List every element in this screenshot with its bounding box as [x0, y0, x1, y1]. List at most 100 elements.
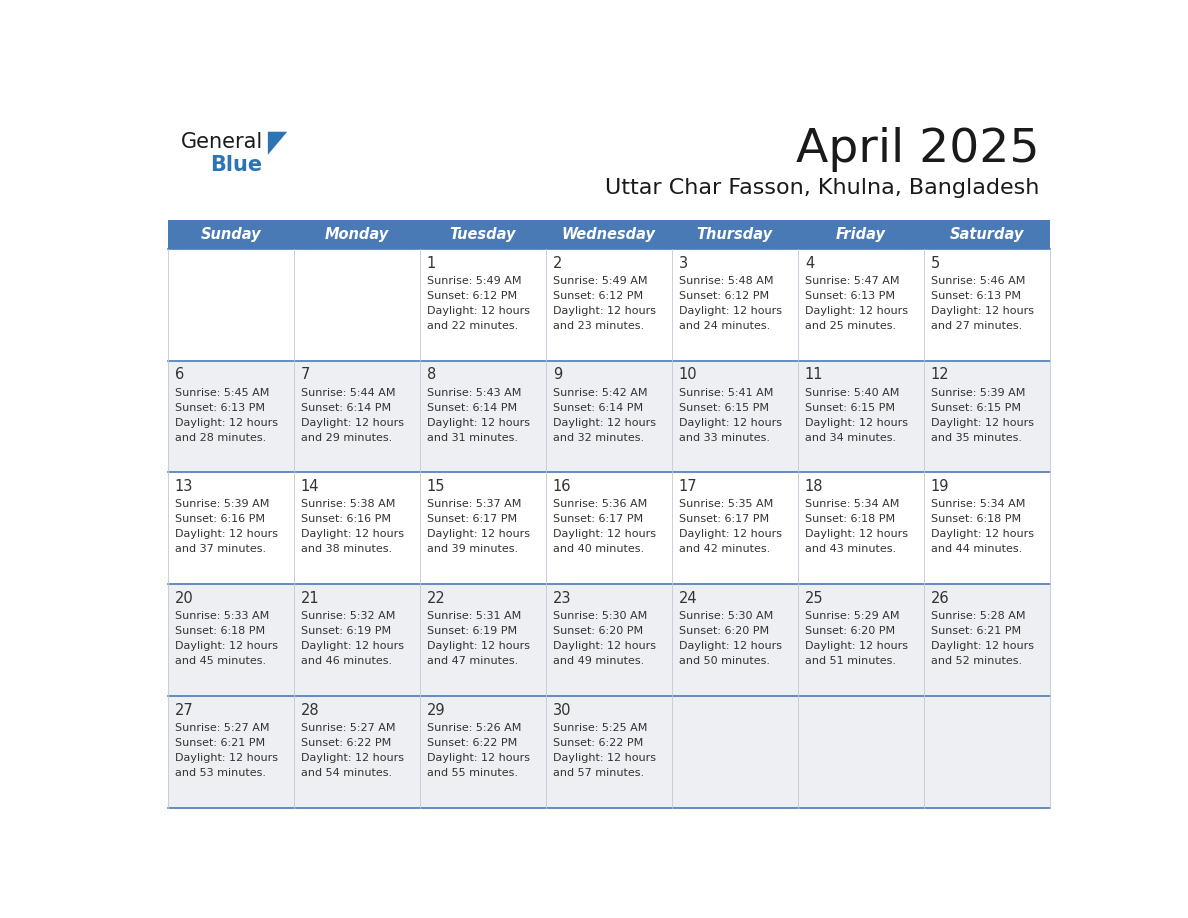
Text: Daylight: 12 hours: Daylight: 12 hours [301, 753, 404, 763]
Text: Daylight: 12 hours: Daylight: 12 hours [552, 306, 656, 316]
Text: Sunrise: 5:26 AM: Sunrise: 5:26 AM [426, 723, 522, 733]
Text: 8: 8 [426, 367, 436, 383]
Text: Monday: Monday [324, 227, 388, 241]
Text: Sunrise: 5:34 AM: Sunrise: 5:34 AM [931, 499, 1025, 509]
Text: Sunset: 6:14 PM: Sunset: 6:14 PM [301, 402, 391, 412]
Text: Sunset: 6:13 PM: Sunset: 6:13 PM [931, 291, 1020, 301]
Text: Sunrise: 5:46 AM: Sunrise: 5:46 AM [931, 275, 1025, 285]
Text: and 25 minutes.: and 25 minutes. [804, 320, 896, 330]
Text: 2: 2 [552, 256, 562, 271]
Text: and 50 minutes.: and 50 minutes. [678, 656, 770, 666]
Text: Sunrise: 5:40 AM: Sunrise: 5:40 AM [804, 387, 899, 397]
Text: Daylight: 12 hours: Daylight: 12 hours [175, 418, 278, 428]
Text: 22: 22 [426, 591, 446, 606]
Text: Sunrise: 5:36 AM: Sunrise: 5:36 AM [552, 499, 647, 509]
Text: and 53 minutes.: and 53 minutes. [175, 768, 266, 778]
Text: 6: 6 [175, 367, 184, 383]
Text: Daylight: 12 hours: Daylight: 12 hours [426, 306, 530, 316]
Text: Sunrise: 5:32 AM: Sunrise: 5:32 AM [301, 611, 396, 621]
Text: Sunset: 6:22 PM: Sunset: 6:22 PM [552, 738, 643, 748]
Text: Daylight: 12 hours: Daylight: 12 hours [804, 641, 908, 651]
Text: 26: 26 [931, 591, 949, 606]
Text: Sunset: 6:20 PM: Sunset: 6:20 PM [678, 626, 769, 636]
Text: and 23 minutes.: and 23 minutes. [552, 320, 644, 330]
Text: Sunrise: 5:25 AM: Sunrise: 5:25 AM [552, 723, 647, 733]
Text: 27: 27 [175, 703, 194, 718]
Text: Sunrise: 5:39 AM: Sunrise: 5:39 AM [175, 499, 270, 509]
Text: Daylight: 12 hours: Daylight: 12 hours [678, 530, 782, 540]
Text: Daylight: 12 hours: Daylight: 12 hours [175, 530, 278, 540]
Bar [168, 249, 1050, 361]
Text: Sunset: 6:14 PM: Sunset: 6:14 PM [426, 402, 517, 412]
Text: Sunset: 6:13 PM: Sunset: 6:13 PM [175, 402, 265, 412]
Text: Daylight: 12 hours: Daylight: 12 hours [804, 306, 908, 316]
Text: Daylight: 12 hours: Daylight: 12 hours [426, 530, 530, 540]
Text: 11: 11 [804, 367, 823, 383]
Text: and 54 minutes.: and 54 minutes. [301, 768, 392, 778]
Text: and 35 minutes.: and 35 minutes. [931, 432, 1022, 442]
Text: and 37 minutes.: and 37 minutes. [175, 544, 266, 554]
Polygon shape [267, 131, 287, 155]
Text: Tuesday: Tuesday [449, 227, 516, 241]
Text: Daylight: 12 hours: Daylight: 12 hours [678, 418, 782, 428]
Text: and 40 minutes.: and 40 minutes. [552, 544, 644, 554]
Text: Daylight: 12 hours: Daylight: 12 hours [804, 530, 908, 540]
Text: Sunset: 6:12 PM: Sunset: 6:12 PM [426, 291, 517, 301]
Text: Daylight: 12 hours: Daylight: 12 hours [175, 641, 278, 651]
Text: Sunrise: 5:48 AM: Sunrise: 5:48 AM [678, 275, 773, 285]
Text: 30: 30 [552, 703, 571, 718]
Text: Sunset: 6:18 PM: Sunset: 6:18 PM [931, 514, 1020, 524]
Text: Sunrise: 5:37 AM: Sunrise: 5:37 AM [426, 499, 522, 509]
Text: Sunrise: 5:31 AM: Sunrise: 5:31 AM [426, 611, 522, 621]
Text: 7: 7 [301, 367, 310, 383]
Text: Daylight: 12 hours: Daylight: 12 hours [678, 641, 782, 651]
Text: Sunset: 6:15 PM: Sunset: 6:15 PM [678, 402, 769, 412]
Bar [168, 219, 1050, 249]
Text: Sunset: 6:15 PM: Sunset: 6:15 PM [931, 402, 1020, 412]
Text: Sunrise: 5:35 AM: Sunrise: 5:35 AM [678, 499, 773, 509]
Text: and 22 minutes.: and 22 minutes. [426, 320, 518, 330]
Text: Daylight: 12 hours: Daylight: 12 hours [175, 753, 278, 763]
Text: Sunset: 6:19 PM: Sunset: 6:19 PM [301, 626, 391, 636]
Text: and 32 minutes.: and 32 minutes. [552, 432, 644, 442]
Text: 14: 14 [301, 479, 320, 494]
Text: Saturday: Saturday [949, 227, 1024, 241]
Text: 24: 24 [678, 591, 697, 606]
Text: 21: 21 [301, 591, 320, 606]
Text: 12: 12 [931, 367, 949, 383]
Text: and 52 minutes.: and 52 minutes. [931, 656, 1022, 666]
Text: and 24 minutes.: and 24 minutes. [678, 320, 770, 330]
Text: Sunset: 6:22 PM: Sunset: 6:22 PM [426, 738, 517, 748]
Text: and 38 minutes.: and 38 minutes. [301, 544, 392, 554]
Text: General: General [181, 131, 264, 151]
Text: and 47 minutes.: and 47 minutes. [426, 656, 518, 666]
Bar [168, 584, 1050, 696]
Text: and 39 minutes.: and 39 minutes. [426, 544, 518, 554]
Bar [168, 696, 1050, 808]
Text: Daylight: 12 hours: Daylight: 12 hours [552, 641, 656, 651]
Text: Sunrise: 5:49 AM: Sunrise: 5:49 AM [426, 275, 522, 285]
Text: Daylight: 12 hours: Daylight: 12 hours [301, 530, 404, 540]
Text: Daylight: 12 hours: Daylight: 12 hours [678, 306, 782, 316]
Text: Sunrise: 5:33 AM: Sunrise: 5:33 AM [175, 611, 270, 621]
Text: Sunrise: 5:27 AM: Sunrise: 5:27 AM [301, 723, 396, 733]
Text: 9: 9 [552, 367, 562, 383]
Text: Sunrise: 5:38 AM: Sunrise: 5:38 AM [301, 499, 396, 509]
Text: Sunrise: 5:49 AM: Sunrise: 5:49 AM [552, 275, 647, 285]
Text: Daylight: 12 hours: Daylight: 12 hours [426, 641, 530, 651]
Text: Friday: Friday [836, 227, 886, 241]
Text: 29: 29 [426, 703, 446, 718]
Text: and 57 minutes.: and 57 minutes. [552, 768, 644, 778]
Text: Sunrise: 5:28 AM: Sunrise: 5:28 AM [931, 611, 1025, 621]
Text: and 43 minutes.: and 43 minutes. [804, 544, 896, 554]
Text: Sunset: 6:22 PM: Sunset: 6:22 PM [301, 738, 391, 748]
Text: Sunset: 6:21 PM: Sunset: 6:21 PM [175, 738, 265, 748]
Text: 10: 10 [678, 367, 697, 383]
Text: Sunset: 6:17 PM: Sunset: 6:17 PM [678, 514, 769, 524]
Bar [168, 473, 1050, 584]
Text: and 44 minutes.: and 44 minutes. [931, 544, 1022, 554]
Text: and 31 minutes.: and 31 minutes. [426, 432, 518, 442]
Text: Daylight: 12 hours: Daylight: 12 hours [426, 418, 530, 428]
Text: Sunrise: 5:43 AM: Sunrise: 5:43 AM [426, 387, 522, 397]
Text: 18: 18 [804, 479, 823, 494]
